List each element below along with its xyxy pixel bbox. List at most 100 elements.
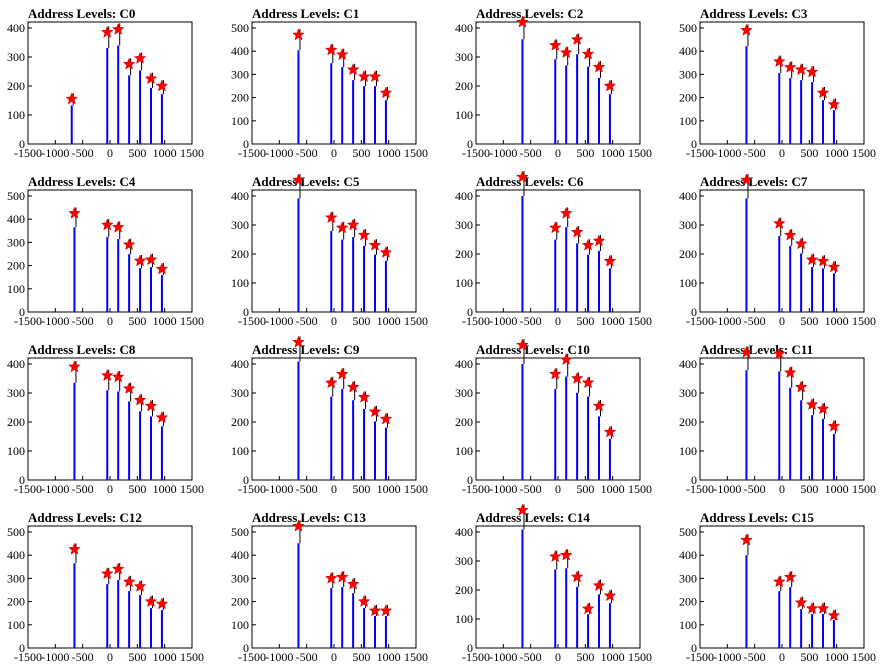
x-tick-label: -1000 bbox=[713, 146, 741, 160]
star-icon bbox=[570, 570, 584, 583]
y-tick-label: 500 bbox=[231, 21, 249, 35]
y-tick-label: 100 bbox=[455, 108, 473, 122]
y-tick-label: 400 bbox=[455, 21, 473, 35]
x-tick-label: -500 bbox=[72, 314, 94, 328]
x-tick-label: -1500 bbox=[14, 482, 42, 496]
y-tick-label: 200 bbox=[455, 247, 473, 261]
y-tick-label: 0 bbox=[19, 641, 25, 655]
subplot-5: Address Levels: C5 0 100 200 300 400 -1500 -100… bbox=[231, 173, 428, 328]
star-icon bbox=[292, 335, 305, 348]
star-icon bbox=[357, 390, 371, 403]
x-tick-label: -1000 bbox=[489, 314, 517, 328]
star-icon bbox=[794, 380, 808, 393]
x-tick-label: 1000 bbox=[825, 482, 849, 496]
y-tick-label: 0 bbox=[243, 137, 249, 151]
y-tick-label: 300 bbox=[7, 571, 25, 585]
y-tick-label: 0 bbox=[691, 305, 697, 319]
x-tick-label: 1500 bbox=[180, 650, 204, 664]
plot-frame bbox=[699, 357, 865, 481]
star-icon bbox=[346, 380, 360, 393]
x-tick-label: 1000 bbox=[601, 314, 625, 328]
y-tick-label: 400 bbox=[679, 44, 697, 58]
x-tick-label: 0 bbox=[331, 314, 337, 328]
y-tick-label: 400 bbox=[7, 21, 25, 35]
star-icon bbox=[68, 206, 81, 219]
plot-frame bbox=[475, 189, 641, 313]
star-icon bbox=[122, 381, 136, 395]
x-tick-label: 1000 bbox=[377, 146, 401, 160]
x-tick-label: -500 bbox=[520, 314, 542, 328]
x-tick-label: -1500 bbox=[14, 146, 42, 160]
y-tick-label: 200 bbox=[679, 247, 697, 261]
y-tick-label: 100 bbox=[455, 444, 473, 458]
y-tick-label: 200 bbox=[231, 91, 249, 105]
y-tick-label: 0 bbox=[467, 473, 473, 487]
star-icon bbox=[805, 601, 819, 614]
plot-title: Address Levels: C0 bbox=[28, 6, 135, 21]
y-tick-label: 0 bbox=[243, 641, 249, 655]
x-tick-label: 1000 bbox=[825, 650, 849, 664]
star-icon bbox=[581, 376, 595, 389]
y-tick-label: 200 bbox=[7, 79, 25, 93]
x-tick-label: 0 bbox=[331, 650, 337, 664]
star-icon bbox=[379, 412, 393, 425]
y-tick-label: 400 bbox=[231, 357, 249, 371]
star-icon bbox=[346, 218, 360, 231]
star-icon bbox=[368, 238, 382, 251]
x-tick-label: 1000 bbox=[601, 146, 625, 160]
x-tick-label: 500 bbox=[352, 146, 370, 160]
x-tick-label: -1000 bbox=[713, 650, 741, 664]
star-icon bbox=[592, 399, 606, 412]
subplot-9: Address Levels: C9 0 100 200 300 400 -1500 -100… bbox=[231, 335, 428, 496]
star-icon bbox=[357, 70, 371, 83]
y-tick-label: 200 bbox=[455, 79, 473, 93]
x-tick-label: -500 bbox=[296, 650, 318, 664]
star-icon bbox=[516, 338, 529, 351]
x-tick-label: -1000 bbox=[713, 482, 741, 496]
x-tick-label: 0 bbox=[555, 650, 561, 664]
y-tick-label: 100 bbox=[231, 114, 249, 128]
star-icon bbox=[144, 72, 158, 85]
x-tick-label: -1000 bbox=[489, 146, 517, 160]
star-icon bbox=[357, 228, 371, 241]
x-tick-label: 500 bbox=[352, 650, 370, 664]
y-tick-label: 400 bbox=[679, 357, 697, 371]
y-tick-label: 100 bbox=[679, 618, 697, 632]
star-icon bbox=[324, 211, 338, 224]
star-icon bbox=[122, 575, 136, 588]
y-tick-label: 400 bbox=[231, 548, 249, 562]
y-tick-label: 0 bbox=[691, 137, 697, 151]
subplot-13: Address Levels: C13 0 100 200 300 400 500 -1500… bbox=[231, 510, 428, 664]
x-tick-label: -500 bbox=[744, 314, 766, 328]
y-tick-label: 0 bbox=[467, 137, 473, 151]
x-tick-label: 1000 bbox=[825, 146, 849, 160]
y-tick-label: 400 bbox=[7, 357, 25, 371]
x-tick-label: 1500 bbox=[404, 146, 428, 160]
star-icon bbox=[581, 47, 595, 60]
x-tick-label: 1500 bbox=[404, 314, 428, 328]
x-tick-label: 500 bbox=[352, 482, 370, 496]
star-icon bbox=[603, 425, 617, 438]
star-icon bbox=[827, 97, 841, 110]
subplot-7: Address Levels: C7 0 100 200 300 400 -1500 -100… bbox=[679, 173, 876, 328]
y-tick-label: 100 bbox=[231, 618, 249, 632]
star-icon bbox=[292, 28, 305, 41]
star-icon bbox=[335, 221, 349, 234]
x-tick-label: -1500 bbox=[238, 482, 266, 496]
x-tick-label: 1000 bbox=[153, 650, 177, 664]
star-icon bbox=[581, 238, 595, 251]
subplot-4: Address Levels: C40100200300400500-1500-… bbox=[7, 174, 204, 328]
plot-title: Address Levels: C5 bbox=[252, 174, 360, 189]
subplot-15: Address Levels: C15 0 100 200 300 400 500 -1500… bbox=[679, 510, 876, 664]
y-tick-label: 100 bbox=[7, 618, 25, 632]
subplot-12: Address Levels: C12 0 100 200 300 400 500 -1500… bbox=[7, 510, 204, 664]
star-icon bbox=[783, 570, 797, 583]
plot-title: Address Levels: C14 bbox=[476, 510, 590, 525]
x-tick-label: 500 bbox=[800, 146, 818, 160]
x-tick-label: 0 bbox=[555, 482, 561, 496]
x-tick-label: 0 bbox=[779, 482, 785, 496]
star-icon bbox=[100, 218, 114, 231]
star-icon bbox=[548, 38, 562, 51]
y-tick-label: 0 bbox=[19, 473, 25, 487]
y-tick-label: 300 bbox=[679, 386, 697, 400]
